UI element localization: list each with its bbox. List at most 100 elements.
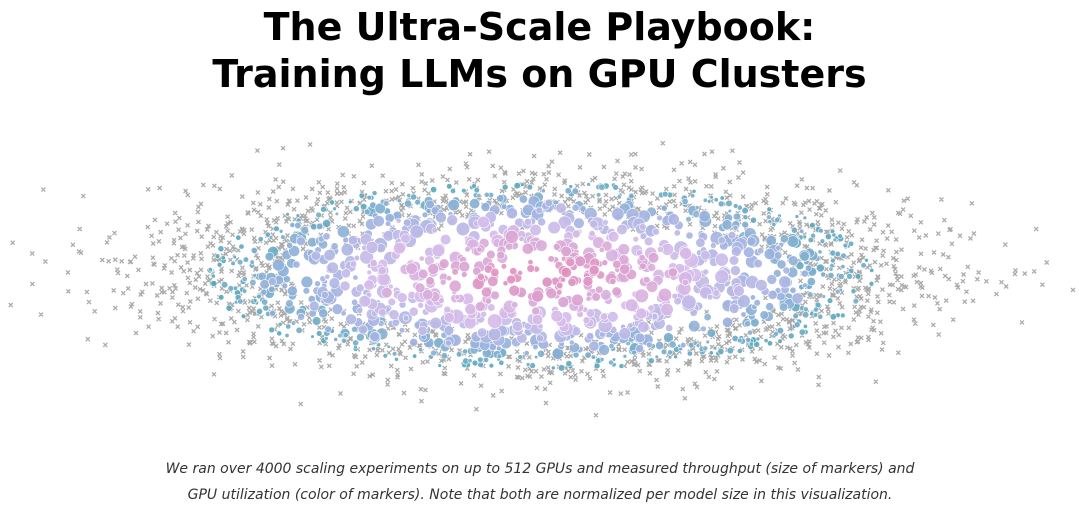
decor-dot <box>774 217 780 223</box>
decor-dot <box>531 314 544 326</box>
decor-dot <box>422 289 434 301</box>
decor-dot <box>840 264 846 270</box>
decor-dot <box>511 301 519 309</box>
decor-dot <box>766 274 778 285</box>
decor-dot <box>377 266 387 276</box>
decor-dot <box>252 298 258 303</box>
decor-dot <box>374 202 386 215</box>
decor-dot <box>418 347 423 353</box>
decor-dot <box>665 324 674 333</box>
decor-dot <box>469 198 481 210</box>
decor-dot <box>396 198 402 203</box>
decor-dot <box>787 255 799 266</box>
decor-dot <box>496 250 506 260</box>
decor-dot <box>365 241 379 254</box>
decor-dot <box>560 266 572 278</box>
decor-dot <box>605 248 619 262</box>
decor-dot <box>757 247 765 255</box>
decor-dot <box>778 275 792 289</box>
decor-dot <box>342 236 349 244</box>
decor-dot <box>667 355 673 360</box>
decor-dot <box>295 326 303 334</box>
decor-dot <box>242 256 249 263</box>
decor-dot <box>381 287 393 299</box>
decor-dot <box>484 297 492 305</box>
decor-dot <box>480 202 491 212</box>
decor-dot <box>571 187 579 195</box>
decor-dot <box>706 293 714 301</box>
decor-dot <box>435 211 447 224</box>
decor-dot <box>627 322 634 329</box>
decor-dot <box>323 249 336 262</box>
decor-dot <box>541 276 553 288</box>
decor-dot <box>353 254 361 262</box>
decor-dot <box>220 255 226 261</box>
decor-dot <box>221 281 229 289</box>
decor-dot <box>498 359 505 366</box>
decor-dot <box>645 341 653 349</box>
decor-dot <box>431 227 438 234</box>
decor-dot <box>518 194 528 204</box>
decor-dot <box>635 307 648 320</box>
decor-dot <box>430 186 438 194</box>
decor-dot <box>698 210 711 223</box>
decor-dot <box>268 277 277 286</box>
decor-dot <box>801 269 809 278</box>
decor-dot <box>799 251 810 262</box>
decor-dot <box>826 297 834 304</box>
decor-dot <box>447 198 460 212</box>
decor-dot <box>339 280 351 292</box>
decor-dot <box>225 304 233 312</box>
decor-dot <box>281 282 289 290</box>
decor-dot <box>280 234 286 240</box>
decor-dot <box>700 325 707 333</box>
decor-dot <box>832 237 837 243</box>
decor-dot <box>351 326 358 333</box>
decor-dot <box>821 294 826 299</box>
decor-dot <box>393 241 406 255</box>
decor-dot <box>295 213 301 218</box>
decor-dot <box>791 292 804 305</box>
decor-dot <box>555 289 563 296</box>
decor-dot <box>787 332 795 340</box>
decor-dot <box>694 205 700 210</box>
decor-dot <box>860 262 867 269</box>
decor-dot <box>259 279 270 290</box>
decor-dot <box>611 286 622 297</box>
decor-dot <box>802 323 808 329</box>
decor-dot <box>590 354 597 360</box>
decor-dot <box>358 192 365 199</box>
decor-dot <box>487 327 502 342</box>
decor-dot <box>560 276 567 283</box>
decor-dot <box>714 252 729 267</box>
decor-dot <box>852 298 859 305</box>
decor-dot <box>405 262 418 275</box>
decor-dot <box>798 328 806 336</box>
decor-dot <box>366 194 372 201</box>
decor-dot <box>449 188 456 195</box>
decor-dot <box>425 199 435 210</box>
decor-dot <box>586 332 595 341</box>
decor-dot <box>531 289 544 303</box>
decor-dot <box>340 243 354 257</box>
decor-dot <box>318 308 329 319</box>
decor-dot <box>261 298 269 306</box>
decor-dot <box>352 205 360 213</box>
decor-dot <box>608 343 615 350</box>
decor-dot <box>477 356 484 363</box>
decor-dot <box>316 222 324 230</box>
decor-dot <box>639 262 647 270</box>
decor-dot <box>818 228 824 234</box>
decor-dot <box>700 250 711 261</box>
decor-dot <box>801 311 810 319</box>
decor-dot <box>681 294 697 310</box>
decor-dot <box>545 287 557 300</box>
decor-dot <box>742 214 749 220</box>
decor-dot <box>660 204 668 212</box>
decor-dot <box>616 223 628 236</box>
decor-dot <box>464 303 477 316</box>
decor-dot <box>382 200 390 207</box>
decor-dot <box>518 236 525 242</box>
decor-dot <box>382 353 388 359</box>
decor-dot <box>667 267 678 278</box>
